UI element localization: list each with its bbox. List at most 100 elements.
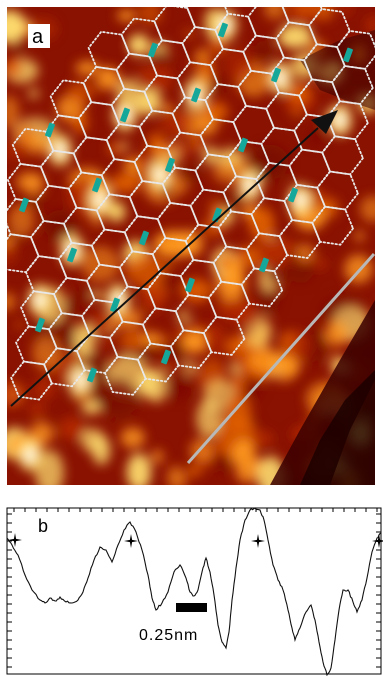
texture-blob (165, 374, 192, 401)
teal-marker (165, 157, 175, 173)
texture-blob (196, 48, 208, 62)
bright-core (335, 113, 345, 127)
bright-core (75, 373, 85, 387)
texture-blob (7, 292, 16, 311)
texture-blob (23, 172, 45, 195)
profile-frame (6, 507, 382, 675)
bright-core (55, 143, 65, 157)
texture-blob (264, 7, 283, 20)
texture-blob (250, 430, 274, 447)
texture-blob (128, 34, 150, 56)
texture-blob (29, 421, 54, 445)
texture-blob (126, 453, 152, 485)
texture-blob (190, 137, 204, 151)
teal-marker (67, 247, 77, 263)
teal-marker (87, 367, 97, 383)
panel-a-label: a (32, 26, 44, 48)
panel-a-label-box (28, 24, 50, 48)
texture-blob (67, 81, 93, 104)
texture-blob (7, 16, 24, 37)
texture-blob (203, 102, 229, 121)
teal-marker (110, 297, 120, 313)
lattice-hexagon (10, 360, 53, 401)
texture-blob (99, 378, 139, 418)
texture-blob (225, 47, 257, 81)
gray-profile-line (186, 253, 376, 464)
texture-blob (176, 309, 191, 322)
texture-blob (359, 195, 375, 223)
texture-blob (58, 417, 86, 441)
teal-marker (120, 107, 130, 123)
texture-blob (161, 103, 173, 113)
texture-blob (330, 351, 338, 361)
teal-marker (35, 317, 45, 333)
dark-trench (270, 300, 375, 485)
texture-blob (32, 335, 62, 371)
lattice-hexagon (240, 267, 284, 308)
texture-blob (230, 307, 260, 329)
texture-blob (308, 129, 324, 147)
bright-core (155, 168, 165, 182)
teal-marker (185, 277, 195, 293)
teal-marker (259, 257, 269, 273)
texture-blob (230, 375, 246, 392)
texture-blob (365, 17, 375, 33)
teal-marker (45, 122, 55, 138)
peak-star-marker (372, 534, 383, 548)
texture-blob (107, 201, 126, 222)
texture-blob (35, 450, 64, 485)
texture-blob (91, 310, 111, 332)
bright-core (35, 293, 45, 307)
texture-blob (196, 398, 222, 438)
lattice-hexagon (336, 29, 375, 70)
texture-blob (314, 258, 327, 270)
texture-blob (110, 172, 141, 193)
texture-blob (167, 466, 186, 485)
scale-bar (176, 603, 207, 612)
panel-b: b 0.25nm (6, 507, 383, 676)
bright-core (25, 448, 35, 462)
lattice-hexagon (331, 65, 374, 105)
frame-ticks (7, 508, 381, 668)
peak-markers (8, 533, 383, 548)
texture-blob (138, 7, 163, 25)
texture-blob (15, 320, 25, 330)
panel-b-label: b (38, 516, 48, 536)
texture-blob (28, 88, 40, 99)
teal-marker (161, 349, 171, 365)
texture-blob (151, 449, 164, 464)
texture-blob (92, 435, 111, 465)
texture-blob (78, 287, 91, 303)
texture-blob (7, 236, 15, 248)
texture-blob (296, 244, 315, 262)
marker-group (19, 22, 353, 383)
texture-blob (285, 330, 314, 362)
peak-star-marker (124, 534, 138, 548)
peak-star-marker (8, 533, 22, 547)
teal-marker (218, 22, 228, 38)
texture-blob (117, 9, 136, 22)
lattice-hexagon (43, 347, 86, 388)
texture-blob (7, 58, 23, 78)
texture-blob (182, 330, 208, 354)
teal-marker (148, 42, 158, 58)
teal-marker (212, 207, 222, 223)
texture-blob (249, 206, 275, 241)
texture-blob (277, 25, 312, 49)
teal-marker (288, 187, 298, 203)
dark-upper-right (300, 30, 375, 110)
arrow-head (311, 110, 338, 134)
lattice-hexagon (169, 329, 213, 370)
texture-blob (120, 330, 148, 351)
texture-blob (255, 40, 274, 59)
texture-blob (140, 331, 161, 345)
teal-marker (271, 67, 281, 83)
lattice-hexagon (321, 135, 364, 176)
hexagonal-lattice-overlay (7, 7, 375, 401)
black-profile-arrow (10, 127, 319, 407)
texture-blob (63, 298, 80, 315)
lattice-hexagon (311, 205, 355, 246)
bright-core (295, 193, 305, 207)
peak-star-marker (251, 534, 265, 548)
